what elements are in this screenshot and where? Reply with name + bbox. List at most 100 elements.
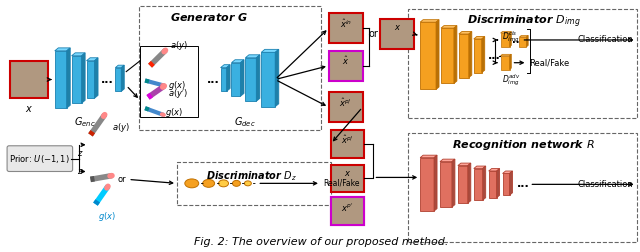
Polygon shape [72, 56, 81, 103]
Polygon shape [509, 32, 511, 47]
Polygon shape [221, 65, 230, 68]
Text: Classification: Classification [578, 180, 634, 189]
Polygon shape [275, 49, 279, 107]
Polygon shape [221, 68, 227, 91]
Polygon shape [469, 32, 472, 78]
Text: ...: ... [207, 75, 220, 84]
Bar [329, 92, 363, 122]
Text: $g(x)$: $g(x)$ [99, 210, 116, 224]
Ellipse shape [219, 180, 228, 187]
Polygon shape [482, 37, 484, 73]
Polygon shape [434, 155, 437, 211]
Text: ...: ... [516, 179, 529, 189]
Polygon shape [527, 36, 528, 47]
Text: $\hat{x}^{p/}$: $\hat{x}^{p/}$ [340, 134, 354, 146]
Ellipse shape [203, 179, 214, 187]
Text: ...: ... [100, 75, 113, 84]
Polygon shape [502, 173, 509, 195]
FancyBboxPatch shape [7, 146, 72, 172]
Polygon shape [436, 20, 439, 89]
Polygon shape [232, 63, 241, 96]
Text: $D^{adv}_{img}$: $D^{adv}_{img}$ [502, 73, 520, 88]
Polygon shape [459, 34, 469, 78]
Bar [329, 13, 363, 43]
Polygon shape [81, 53, 85, 103]
Text: $z$: $z$ [77, 149, 84, 158]
Text: $\hat{x}^{in}$: $\hat{x}^{in}$ [340, 17, 352, 30]
Text: Recognition network $R$: Recognition network $R$ [452, 138, 595, 152]
Polygon shape [115, 65, 124, 68]
Polygon shape [474, 169, 483, 200]
Text: $x$: $x$ [394, 23, 401, 32]
Bar [139, 6, 321, 130]
Polygon shape [245, 58, 256, 101]
Text: $g(x)$: $g(x)$ [168, 79, 186, 92]
Polygon shape [232, 60, 244, 63]
Text: Discriminator $D_{img}$: Discriminator $D_{img}$ [467, 13, 580, 30]
Polygon shape [454, 26, 457, 83]
Polygon shape [500, 56, 509, 70]
Bar [380, 19, 414, 49]
Text: or: or [118, 175, 127, 184]
Text: ...: ... [488, 51, 500, 61]
Text: $x$: $x$ [344, 169, 351, 177]
Text: Prior: $U(-1,1)$: Prior: $U(-1,1)$ [10, 153, 70, 165]
Text: Real/Fake: Real/Fake [529, 58, 570, 67]
Polygon shape [459, 32, 472, 34]
Polygon shape [261, 52, 275, 107]
Polygon shape [241, 60, 244, 96]
Text: Classification: Classification [578, 36, 634, 44]
Text: $a(y')$: $a(y')$ [168, 87, 188, 100]
Polygon shape [489, 171, 497, 198]
Text: Fig. 2: The overview of our proposed method.: Fig. 2: The overview of our proposed met… [194, 237, 448, 247]
Polygon shape [440, 159, 455, 162]
Text: $D^{cls}_{img}$: $D^{cls}_{img}$ [502, 29, 519, 45]
Polygon shape [420, 22, 436, 89]
Polygon shape [509, 54, 511, 70]
Text: $a(y)$: $a(y)$ [170, 39, 188, 52]
Polygon shape [500, 33, 509, 47]
Polygon shape [420, 155, 437, 158]
Polygon shape [452, 159, 455, 207]
Bar [331, 165, 364, 192]
Text: $g(x)$: $g(x)$ [165, 106, 183, 119]
Text: $G_{enc}$: $G_{enc}$ [74, 115, 95, 129]
Text: Real/Fake: Real/Fake [323, 179, 359, 188]
Polygon shape [497, 169, 500, 198]
Text: Discriminator $D_z$: Discriminator $D_z$ [206, 170, 297, 183]
Bar [140, 46, 198, 117]
Polygon shape [86, 58, 98, 61]
Polygon shape [261, 49, 279, 52]
Polygon shape [420, 158, 434, 211]
Text: Generator $\bfit{G}$: Generator $\bfit{G}$ [170, 11, 248, 23]
Bar [408, 9, 637, 118]
Polygon shape [256, 55, 260, 101]
Text: $G_{dec}$: $G_{dec}$ [234, 115, 255, 129]
Polygon shape [86, 61, 95, 98]
Polygon shape [420, 20, 439, 22]
Polygon shape [72, 53, 85, 56]
Polygon shape [245, 55, 260, 58]
Polygon shape [55, 51, 67, 108]
Text: $x^{p'}$: $x^{p'}$ [341, 201, 353, 213]
Bar [331, 197, 364, 225]
Bar [331, 197, 364, 225]
Polygon shape [458, 163, 471, 166]
Polygon shape [474, 37, 484, 39]
Polygon shape [95, 58, 98, 98]
Polygon shape [55, 48, 70, 51]
Text: $\hat{x}^{p/}$: $\hat{x}^{p/}$ [339, 96, 352, 109]
Bar [329, 51, 363, 80]
Polygon shape [468, 163, 471, 203]
Polygon shape [474, 166, 486, 169]
Polygon shape [500, 32, 511, 33]
Ellipse shape [185, 179, 199, 188]
Polygon shape [67, 48, 70, 108]
Polygon shape [121, 65, 124, 91]
Text: $z$: $z$ [77, 167, 84, 176]
Polygon shape [440, 162, 452, 207]
Polygon shape [441, 28, 454, 83]
Polygon shape [441, 26, 457, 28]
Bar [331, 130, 364, 158]
Polygon shape [502, 171, 513, 173]
